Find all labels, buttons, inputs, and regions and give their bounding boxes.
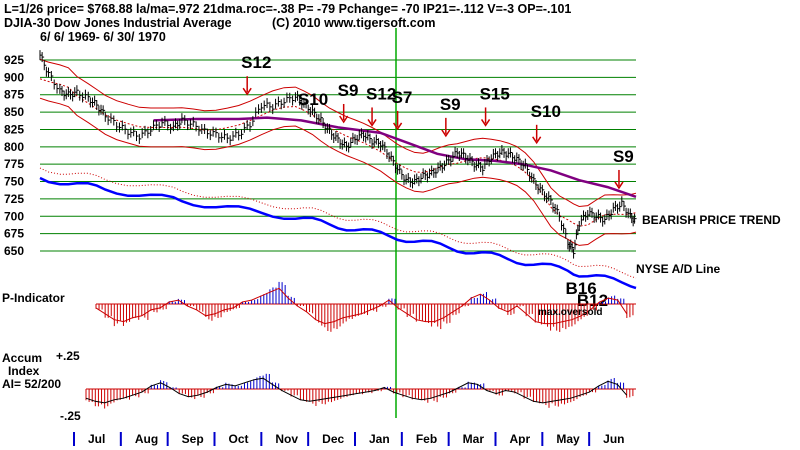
signal-arrow-head <box>614 181 624 190</box>
copyright: (C) 2010 www.tigersoft.com <box>272 16 435 30</box>
mid-band <box>39 78 637 227</box>
signal-arrow-head <box>441 129 451 138</box>
signal-s12: S12 <box>366 84 396 103</box>
y-tick-775: 775 <box>4 157 24 171</box>
p-indicator-label: P-Indicator <box>2 291 65 305</box>
y-tick-875: 875 <box>4 88 24 102</box>
lower-band <box>39 97 637 246</box>
accum-label: Accum <box>2 351 42 365</box>
signal-s10: S10 <box>298 90 328 109</box>
y-axis: 925 900 875 850 825 800 775 750 725 700 675 650 <box>4 53 24 258</box>
month-label-sep: Sep <box>182 432 204 446</box>
price-grid <box>40 59 636 252</box>
signal-s9: S9 <box>440 95 461 114</box>
indicator-ma-line <box>95 287 628 325</box>
signal-arrow-head <box>242 87 252 96</box>
month-label-aug: Aug <box>135 432 158 446</box>
header-stats: L=1/26 price= $768.88 la/ma=.972 21dma.r… <box>4 2 571 16</box>
ai-value-label: AI= 52/200 <box>2 377 61 391</box>
plus-level: +.25 <box>56 349 80 363</box>
month-label-feb: Feb <box>416 432 437 446</box>
signal-s10: S10 <box>531 102 561 121</box>
month-label-oct: Oct <box>229 432 249 446</box>
y-tick-650: 650 <box>4 244 24 258</box>
ad-line-path <box>39 176 637 290</box>
signal-s12: S12 <box>241 53 271 72</box>
y-tick-675: 675 <box>4 227 24 241</box>
index-label: Index <box>8 364 40 378</box>
price-bands <box>39 58 637 246</box>
month-label-jul: Jul <box>88 432 105 446</box>
buy-signal-b12: B12 <box>577 291 608 310</box>
upper-band <box>39 58 637 208</box>
month-label-may: May <box>556 432 580 446</box>
signal-s15: S15 <box>480 84 510 103</box>
y-tick-700: 700 <box>4 209 24 223</box>
y-tick-850: 850 <box>4 105 24 119</box>
ad-line-label: NYSE A/D Line <box>636 262 721 276</box>
ad-line <box>39 167 637 290</box>
minus-level: -.25 <box>60 409 81 423</box>
y-tick-825: 825 <box>4 122 24 136</box>
max-oversold-label: max.oversold <box>538 307 602 318</box>
accum-histogram <box>85 373 634 409</box>
month-label-dec: Dec <box>322 432 344 446</box>
price-bars <box>39 50 637 259</box>
y-tick-925: 925 <box>4 53 24 67</box>
trend-label: BEARISH PRICE TREND <box>642 213 781 227</box>
signal-s7: S7 <box>392 88 413 107</box>
signal-arrow-head <box>339 115 349 124</box>
y-tick-725: 725 <box>4 192 24 206</box>
month-label-jan: Jan <box>369 432 390 446</box>
month-label-mar: Mar <box>463 432 485 446</box>
y-tick-900: 900 <box>4 70 24 84</box>
buy-signal-b16: B16 <box>566 279 597 298</box>
month-label-nov: Nov <box>275 432 298 446</box>
indicator-ma-line <box>85 377 628 404</box>
month-label-apr: Apr <box>510 432 531 446</box>
month-axis: Jul Aug Sep Oct Nov Dec Jan Feb Mar Apr May Jun <box>73 432 625 446</box>
y-tick-800: 800 <box>4 140 24 154</box>
month-label-jun: Jun <box>603 432 624 446</box>
signal-s9: S9 <box>613 147 634 166</box>
ad-line-ma <box>39 167 637 279</box>
signal-arrow-head <box>392 122 403 131</box>
signal-arrow-head <box>367 119 377 127</box>
signal-arrow-head <box>532 136 542 145</box>
date-range: 6/ 6/ 1969- 6/ 30/ 1970 <box>40 30 166 44</box>
y-tick-750: 750 <box>4 175 24 189</box>
p-indicator-histogram <box>95 281 634 332</box>
signal-s9: S9 <box>338 81 359 100</box>
signal-arrow-head <box>480 119 491 127</box>
chart-title: DJIA-30 Dow Jones Industrial Average <box>4 16 232 30</box>
